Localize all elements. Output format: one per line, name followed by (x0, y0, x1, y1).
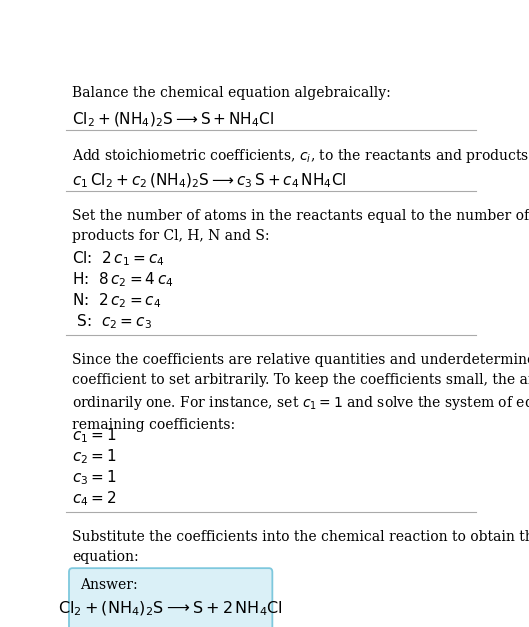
Text: $\mathrm{Cl_2 + (NH_4)_2S \longrightarrow  S + NH_4Cl}$: $\mathrm{Cl_2 + (NH_4)_2S \longrightarro… (72, 110, 275, 129)
Text: $c_2 = 1$: $c_2 = 1$ (72, 447, 117, 466)
Text: H:  $8\,c_2 = 4\,c_4$: H: $8\,c_2 = 4\,c_4$ (72, 270, 174, 289)
Text: Cl:  $2\,c_1 = c_4$: Cl: $2\,c_1 = c_4$ (72, 249, 165, 268)
Text: $c_1 = 1$: $c_1 = 1$ (72, 426, 117, 445)
Text: Since the coefficients are relative quantities and underdetermined, choose a
coe: Since the coefficients are relative quan… (72, 353, 529, 432)
Text: S:  $c_2 = c_3$: S: $c_2 = c_3$ (72, 312, 152, 331)
Text: $\mathrm{Cl_2 + (NH_4)_2S \longrightarrow  S + 2\,NH_4Cl}$: $\mathrm{Cl_2 + (NH_4)_2S \longrightarro… (58, 600, 283, 618)
Text: $c_3 = 1$: $c_3 = 1$ (72, 468, 117, 487)
Text: $c_4 = 2$: $c_4 = 2$ (72, 490, 117, 508)
Text: Substitute the coefficients into the chemical reaction to obtain the balanced
eq: Substitute the coefficients into the che… (72, 530, 529, 564)
FancyBboxPatch shape (69, 568, 272, 627)
Text: N:  $2\,c_2 = c_4$: N: $2\,c_2 = c_4$ (72, 292, 161, 310)
Text: Answer:: Answer: (80, 578, 138, 593)
Text: $c_1\,\mathrm{Cl_2} + c_2\,(\mathrm{NH_4})_2\mathrm{S} \longrightarrow  c_3\,\ma: $c_1\,\mathrm{Cl_2} + c_2\,(\mathrm{NH_4… (72, 172, 347, 191)
Text: Balance the chemical equation algebraically:: Balance the chemical equation algebraica… (72, 86, 391, 100)
Text: Add stoichiometric coefficients, $c_i$, to the reactants and products:: Add stoichiometric coefficients, $c_i$, … (72, 147, 529, 166)
Text: Set the number of atoms in the reactants equal to the number of atoms in the
pro: Set the number of atoms in the reactants… (72, 209, 529, 243)
